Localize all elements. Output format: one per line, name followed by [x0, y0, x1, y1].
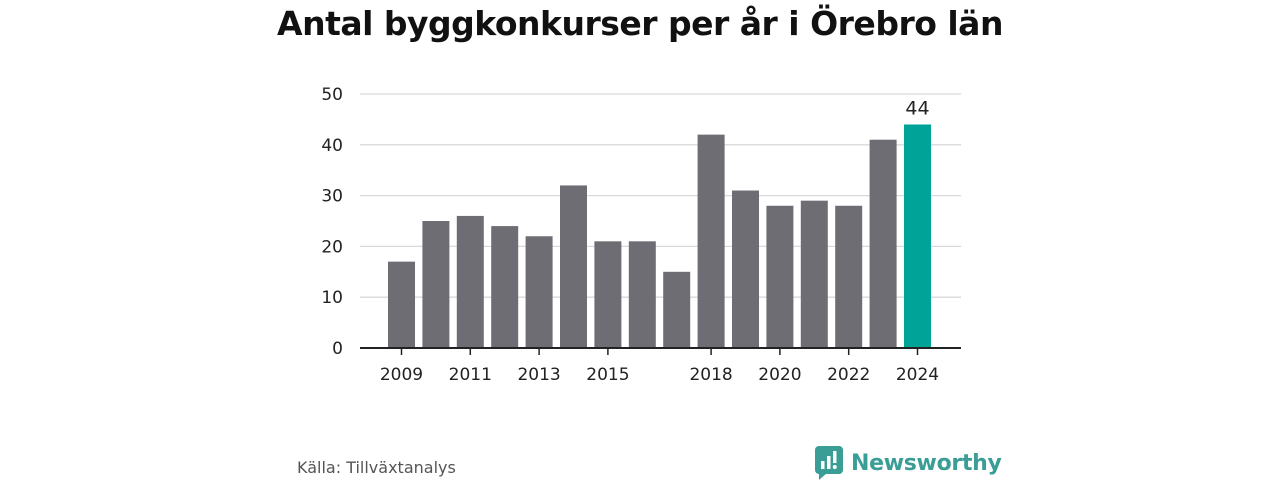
- bar-chart-speech-bubble-icon: [815, 446, 843, 480]
- bar-2017: [663, 271, 691, 348]
- data-label: 44: [905, 97, 929, 119]
- source-note: Källa: Tillväxtanalys: [297, 458, 456, 477]
- bar-2023: [869, 139, 897, 348]
- bar-2015: [594, 241, 622, 348]
- x-tick-label: 2015: [586, 365, 629, 385]
- bar-2016: [628, 241, 656, 348]
- brand-name: Newsworthy: [851, 450, 1002, 476]
- x-tick-label: 2013: [517, 365, 560, 385]
- chart-title: Antal byggkonkurser per år i Örebro län: [277, 4, 1003, 43]
- x-tick-label: 2022: [827, 365, 870, 385]
- bar-2024: [904, 124, 931, 348]
- x-tick-label: 2024: [896, 365, 939, 385]
- bar-2022: [835, 205, 863, 348]
- bar-2019: [732, 190, 759, 348]
- bar-2009: [388, 261, 415, 348]
- bar-2018: [697, 134, 725, 348]
- bars: [388, 124, 931, 348]
- annotations: 44: [905, 97, 929, 119]
- bar-2010: [422, 221, 450, 348]
- brand-logo: Newsworthy: [815, 446, 1002, 480]
- x-axis-ticks: 2009 2011 2013 2015 2018 2020 2022 2024: [360, 347, 961, 385]
- bar-2020: [766, 205, 794, 348]
- y-axis-ticks: 0 10 20 30 40 50: [321, 85, 343, 359]
- y-tick-label: 50: [321, 85, 343, 105]
- y-tick-label: 10: [321, 288, 343, 308]
- x-tick-label: 2020: [758, 365, 801, 385]
- y-tick-label: 20: [321, 237, 343, 257]
- bar-2013: [525, 236, 553, 348]
- y-tick-label: 30: [321, 187, 343, 207]
- y-tick-label: 0: [332, 339, 343, 359]
- bar-2012: [491, 226, 519, 348]
- bar-2011: [456, 215, 484, 348]
- bar-2021: [800, 200, 828, 348]
- x-tick-label: 2011: [449, 365, 492, 385]
- y-tick-label: 40: [321, 136, 343, 156]
- x-tick-label: 2009: [380, 365, 423, 385]
- x-tick-label: 2018: [689, 365, 732, 385]
- bar-2014: [560, 185, 587, 348]
